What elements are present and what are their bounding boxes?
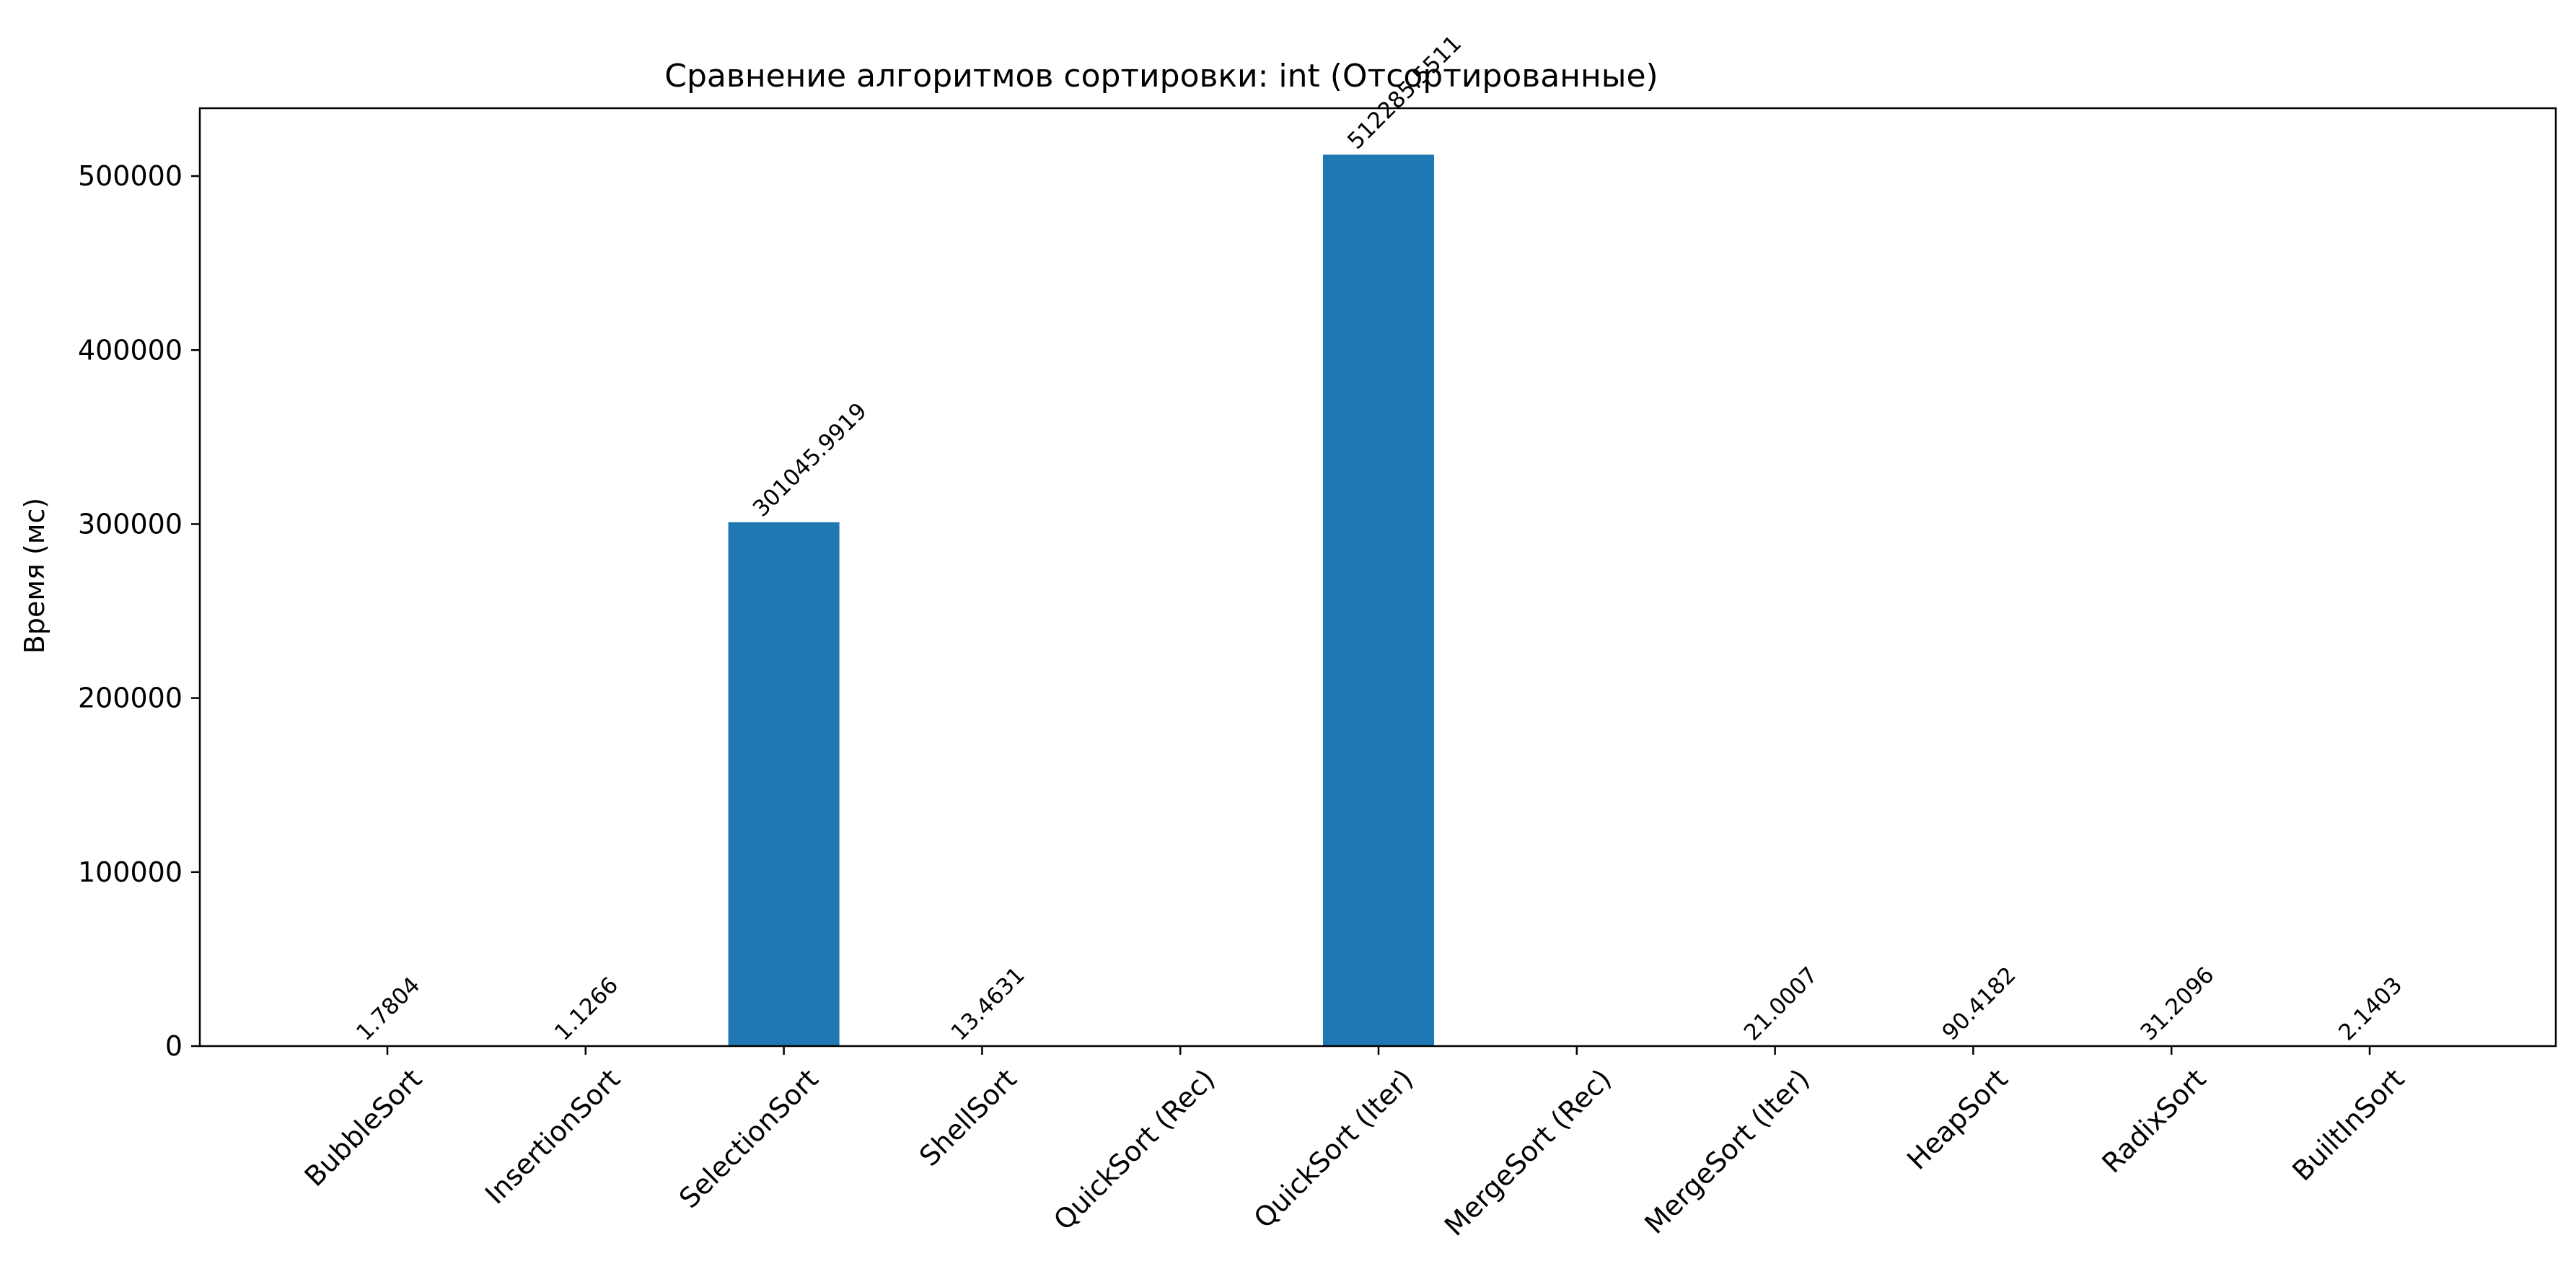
y-tick-label: 500000 bbox=[78, 160, 183, 192]
y-tick-label: 0 bbox=[165, 1030, 183, 1062]
y-axis: 0 100000 200000 300000 400000 500000 bbox=[78, 160, 200, 1062]
chart-title: Сравнение алгоритмов сортировки: int (От… bbox=[664, 58, 1658, 95]
y-axis-label: Время (мс) bbox=[19, 498, 50, 654]
y-tick-label: 200000 bbox=[78, 682, 183, 714]
y-tick-label: 400000 bbox=[78, 334, 183, 366]
bar bbox=[1323, 154, 1434, 1046]
bars-layer bbox=[332, 154, 2425, 1046]
plot-area-frame bbox=[198, 107, 2557, 1048]
y-tick-label: 100000 bbox=[78, 856, 183, 888]
bar bbox=[728, 522, 840, 1046]
y-tick-label: 300000 bbox=[78, 508, 183, 540]
